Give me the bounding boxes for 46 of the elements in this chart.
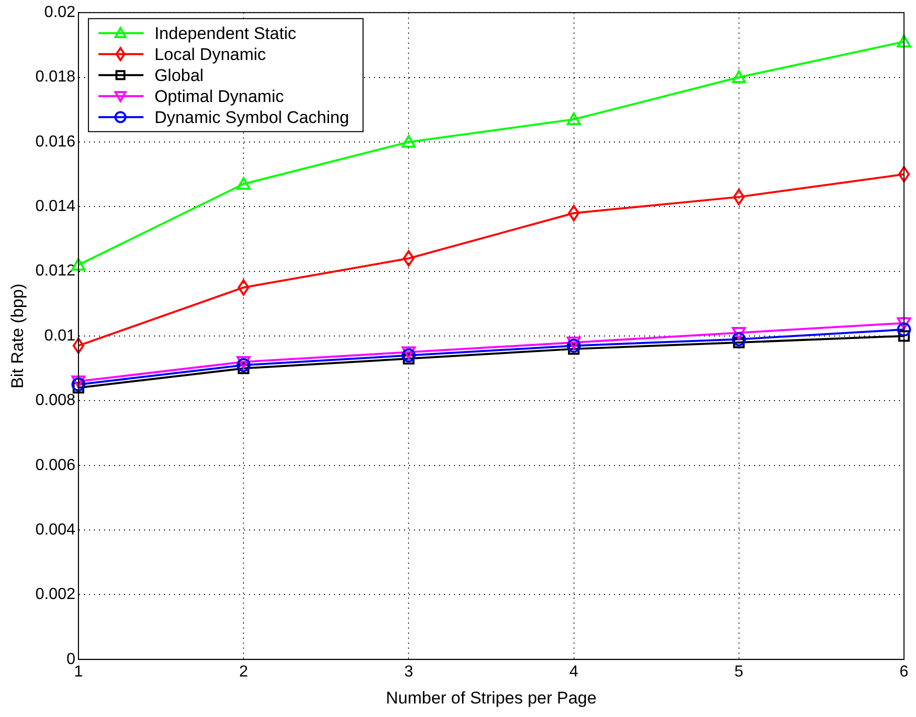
point: [236, 358, 251, 372]
point: [236, 177, 251, 190]
y-tick-label: 0.006: [35, 456, 76, 474]
x-tick-label: 2: [239, 663, 248, 680]
y-tick-label: 0.004: [35, 521, 76, 538]
point: [402, 250, 414, 267]
point: [732, 70, 746, 84]
y-tick-label: 0.002: [35, 586, 76, 604]
point: [568, 204, 580, 222]
y-tick-label: 0.01: [44, 327, 76, 344]
point: [71, 375, 86, 388]
y-tick-label: 0.008: [35, 392, 76, 410]
point: [402, 134, 416, 148]
legend-label: Independent Static: [154, 24, 297, 43]
point: [71, 378, 86, 392]
legend-label: Dynamic Symbol Caching: [154, 108, 350, 127]
y-axis-title: Bit Rate (bpp): [8, 284, 27, 388]
point: [566, 336, 581, 350]
y-tick-label: 0.014: [35, 198, 76, 216]
point: [566, 112, 581, 126]
y-tick-label: 0.018: [35, 68, 76, 86]
point: [733, 336, 745, 348]
point: [898, 166, 910, 182]
legend-label: Local Dynamic: [154, 44, 266, 64]
point: [238, 279, 250, 296]
point: [897, 317, 911, 330]
x-tick-label: 6: [900, 663, 909, 680]
y-tick-label: 0.02: [44, 4, 76, 22]
legend-label: Optimal Dynamic: [154, 86, 284, 106]
x-tick-label: 4: [569, 663, 578, 680]
point: [402, 346, 416, 360]
point: [733, 188, 745, 206]
y-tick-label: 0: [66, 650, 76, 668]
point: [236, 356, 251, 369]
x-tick-label: 1: [74, 663, 83, 680]
point: [568, 343, 580, 355]
point: [897, 34, 911, 48]
point: [897, 322, 911, 337]
point: [732, 326, 746, 340]
point: [732, 332, 746, 346]
point: [898, 330, 910, 342]
y-tick-label: 0.016: [35, 133, 76, 150]
x-tick-label: 3: [404, 663, 414, 680]
legend-label: Global: [154, 66, 204, 85]
x-tick-label: 5: [734, 663, 744, 680]
x-axis-title: Number of Stripes per Page: [386, 688, 597, 708]
